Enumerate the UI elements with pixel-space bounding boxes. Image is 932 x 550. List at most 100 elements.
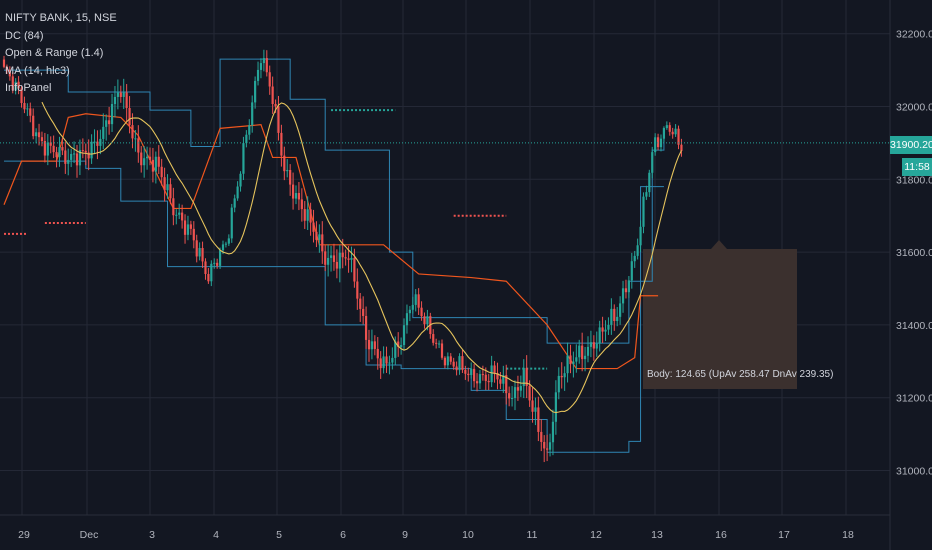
candle-body xyxy=(423,316,426,325)
candle-body xyxy=(128,108,131,126)
candle-body xyxy=(595,343,598,349)
x-tick-label: 9 xyxy=(402,529,408,541)
candle-body xyxy=(341,252,344,258)
y-tick-label: 31200.00 xyxy=(896,393,932,405)
legend-item-ma[interactable]: MA (14, hlc3) xyxy=(5,64,70,77)
candle-body xyxy=(286,170,289,172)
candle-body xyxy=(230,207,233,239)
candle-body xyxy=(648,172,651,193)
legend-item-dc[interactable]: DC (84) xyxy=(5,29,44,42)
candle-body xyxy=(58,147,61,158)
candle-body xyxy=(566,355,569,374)
candle-body xyxy=(569,355,572,365)
candle-body xyxy=(14,81,17,91)
candle-body xyxy=(592,342,595,349)
candle-body xyxy=(309,209,312,223)
candle-body xyxy=(458,356,461,371)
candle-body xyxy=(624,288,628,293)
countdown-tag: 11:58 xyxy=(902,158,932,176)
legend-item-infopanel[interactable]: InfoPanel xyxy=(5,82,52,94)
candle-body xyxy=(674,128,677,135)
candle-body xyxy=(388,362,391,364)
candle-body xyxy=(160,166,163,178)
candle-body xyxy=(294,193,298,199)
candle-body xyxy=(40,137,44,142)
candle-body xyxy=(642,196,645,227)
candle-body xyxy=(598,327,601,344)
legend-item-open-range[interactable]: Open & Range (1.4) xyxy=(5,47,104,59)
candle-body xyxy=(551,421,555,443)
candle-body xyxy=(218,250,222,266)
candle-body xyxy=(192,228,195,241)
candle-body xyxy=(300,199,303,210)
candle-body xyxy=(11,76,14,91)
candle-body xyxy=(280,132,283,156)
candle-body xyxy=(391,357,394,363)
candle-body xyxy=(662,128,666,139)
candle-body xyxy=(137,138,140,153)
candle-body xyxy=(656,137,660,148)
candle-body xyxy=(119,92,122,97)
candle-body xyxy=(274,104,277,107)
candle-body xyxy=(531,400,534,412)
x-tick-label: 29 xyxy=(18,529,30,541)
candle-body xyxy=(394,341,397,358)
candle-body xyxy=(420,307,423,317)
candle-body xyxy=(248,125,251,135)
candle-body xyxy=(455,366,458,371)
candle-body xyxy=(435,342,438,344)
candle-body xyxy=(473,368,476,382)
y-tick-label: 31000.00 xyxy=(896,466,932,478)
y-tick-label: 32000.00 xyxy=(896,102,932,114)
candle-body xyxy=(379,358,382,369)
candle-body xyxy=(411,304,414,310)
candle-body xyxy=(93,141,96,143)
candle-body xyxy=(81,150,84,152)
candle-body xyxy=(461,356,464,370)
candle-body xyxy=(324,251,327,265)
candle-body xyxy=(616,316,619,322)
candle-body xyxy=(125,92,128,109)
candle-body xyxy=(464,369,467,374)
candle-body xyxy=(367,339,371,350)
candle-body xyxy=(315,231,318,240)
candle-body xyxy=(96,141,99,146)
y-tick-label: 31400.00 xyxy=(896,320,932,332)
candle-body xyxy=(236,186,239,199)
candle-body xyxy=(604,329,607,332)
candle-body xyxy=(207,273,210,282)
candle-body xyxy=(213,262,216,264)
candle-body xyxy=(385,356,388,364)
candle-body xyxy=(277,106,280,133)
candle-body xyxy=(534,407,537,412)
candle-body xyxy=(417,294,420,308)
legend-title[interactable]: NIFTY BANK, 15, NSE xyxy=(5,12,117,24)
candle-body xyxy=(113,96,117,105)
candle-body xyxy=(84,150,87,153)
x-tick-label: 16 xyxy=(715,529,727,541)
candle-body xyxy=(528,385,531,401)
y-tick-label: 31800.00 xyxy=(896,174,932,186)
candle-body xyxy=(265,58,268,73)
candle-body xyxy=(508,393,511,399)
candle-body xyxy=(621,288,625,304)
candle-body xyxy=(26,108,29,110)
x-tick-label: 5 xyxy=(276,529,282,541)
candle-body xyxy=(105,120,108,127)
x-tick-label: 18 xyxy=(842,529,854,541)
candle-body xyxy=(140,152,143,166)
candle-body xyxy=(335,261,338,269)
candle-body xyxy=(148,156,152,160)
candle-body xyxy=(99,138,102,146)
candle-body xyxy=(172,198,175,216)
candle-body xyxy=(318,234,321,240)
candle-body xyxy=(46,142,49,156)
candle-body xyxy=(189,224,192,229)
candle-body xyxy=(440,343,444,358)
candle-body xyxy=(67,159,70,164)
candle-body xyxy=(178,212,181,215)
candle-body xyxy=(64,150,67,164)
candle-body xyxy=(102,126,105,139)
candle-body xyxy=(426,316,429,325)
